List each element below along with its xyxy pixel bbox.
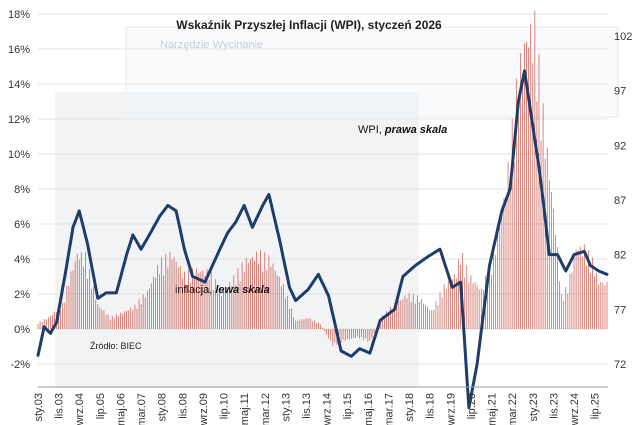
inflation-label-scale: lewa skala: [215, 284, 269, 296]
inflation-series-label: inflacja, lewa skala: [175, 284, 270, 296]
wpi-label-name: WPI,: [358, 124, 385, 136]
x-axis: sty.03 lis.03 wrz.04 lip.05 maj.06 mar.07 sty.…: [33, 393, 602, 425]
x-tick-label: lip.20: [466, 393, 478, 419]
x-tick-label: lis.18: [425, 393, 437, 419]
right-tick-label: 77: [614, 304, 626, 316]
inflation-label-name: inflacja,: [175, 284, 215, 296]
x-tick-label: maj.21: [487, 393, 499, 425]
left-axis: -2% 0% 2% 4% 6% 8% 10% 12% 14% 16% 18%: [8, 9, 30, 371]
x-tick-label: wrz.24: [569, 393, 581, 425]
left-tick-label: 16%: [8, 44, 30, 56]
right-tick-label: 87: [614, 195, 626, 207]
bar-series: [37, 10, 608, 347]
x-tick-label: lis.13: [301, 393, 313, 419]
x-tick-label: lip.15: [342, 393, 354, 419]
x-tick-label: mar.12: [260, 393, 272, 425]
x-tick-label: sty.23: [528, 393, 540, 422]
x-tick-label: lip.05: [95, 393, 107, 419]
left-tick-label: 8%: [14, 184, 30, 196]
x-tick-label: lip.10: [219, 393, 231, 419]
x-tick-label: lis.23: [548, 393, 560, 419]
right-tick-label: 72: [614, 359, 626, 371]
x-tick-label: maj.11: [239, 393, 251, 425]
left-tick-label: -2%: [10, 359, 30, 371]
left-tick-label: 4%: [14, 254, 30, 266]
x-tick-label: wrz.09: [198, 393, 210, 425]
wpi-line: [36, 69, 609, 410]
x-tick-label: mar.07: [136, 393, 148, 425]
x-tick-label: lis.03: [54, 393, 66, 419]
left-tick-label: 2%: [14, 289, 30, 301]
x-tick-label: maj.06: [115, 393, 127, 425]
source-note: Źródło: BIEC: [90, 341, 142, 351]
x-tick-label: sty.08: [157, 393, 169, 422]
x-tick-label: wrz.04: [74, 393, 86, 425]
line-series: [36, 69, 609, 410]
right-tick-label: 92: [614, 140, 626, 152]
left-tick-label: 18%: [8, 9, 30, 21]
x-tick-label: sty.13: [280, 393, 292, 422]
x-tick-label: mar.22: [507, 393, 519, 425]
x-tick-label: lip.25: [590, 393, 602, 419]
x-tick-label: sty.18: [404, 393, 416, 422]
x-tick-label: wrz.14: [322, 393, 334, 425]
wpi-label-scale: prawa skala: [384, 124, 447, 136]
right-tick-label: 97: [614, 86, 626, 98]
x-tick-label: wrz.19: [445, 393, 457, 425]
left-tick-label: 0%: [14, 324, 30, 336]
x-tick-label: mar.17: [383, 393, 395, 425]
left-tick-label: 12%: [8, 114, 30, 126]
chart-title: Wskaźnik Przyszłej Inflacji (WPI), stycz…: [176, 18, 442, 32]
right-axis: 72 77 82 87 92 97 102: [614, 31, 632, 371]
x-tick-label: maj.16: [363, 393, 375, 425]
x-tick-label: lis.08: [177, 393, 189, 419]
overlay-window: [55, 92, 419, 387]
right-tick-label: 102: [614, 31, 632, 43]
overlay-watermark: Narzędzie Wycinanie: [160, 39, 263, 51]
wpi-series-label: WPI, prawa skala: [358, 124, 447, 136]
left-tick-label: 14%: [8, 79, 30, 91]
left-tick-label: 6%: [14, 219, 30, 231]
x-tick-label: sty.03: [33, 393, 45, 422]
right-tick-label: 82: [614, 250, 626, 262]
left-tick-label: 10%: [8, 149, 30, 161]
